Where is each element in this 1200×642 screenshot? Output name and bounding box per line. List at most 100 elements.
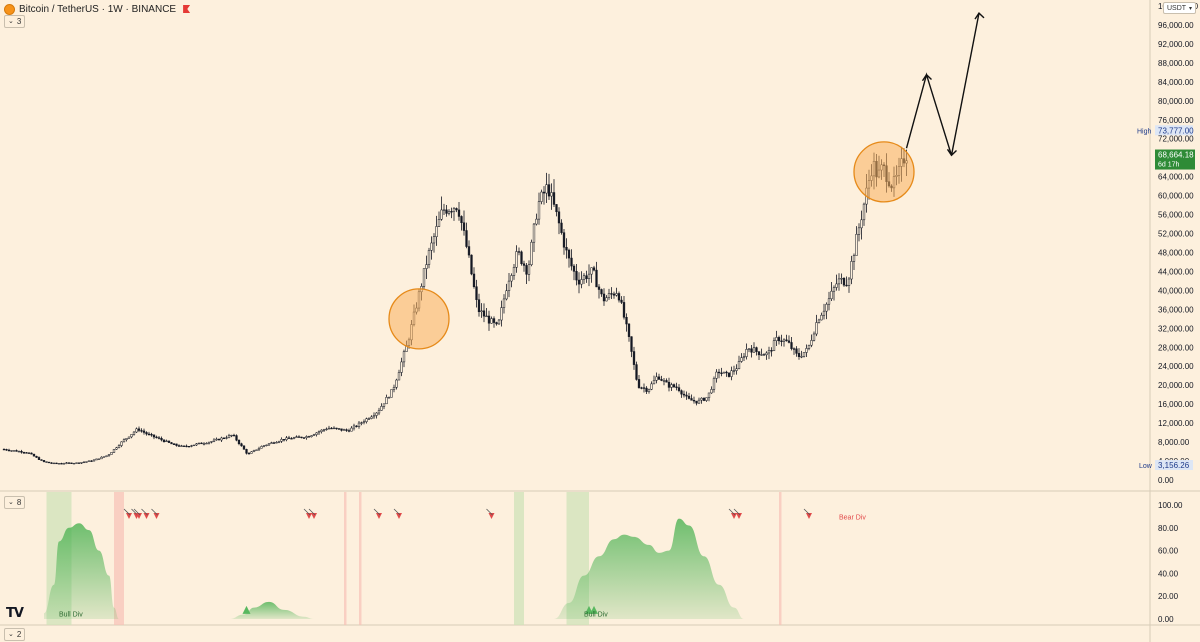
candle xyxy=(527,260,531,282)
candle xyxy=(160,436,163,442)
candle xyxy=(175,443,178,447)
candle xyxy=(382,403,386,410)
candle xyxy=(402,349,406,368)
candle-body xyxy=(557,211,561,224)
candle-body xyxy=(427,250,431,265)
candle-body xyxy=(115,447,118,450)
currency-select[interactable]: USDT ▾ xyxy=(1163,2,1196,14)
candle-body xyxy=(827,298,831,305)
candle xyxy=(135,427,138,434)
candle-body xyxy=(597,286,601,290)
candle-body xyxy=(677,387,681,391)
candle-body xyxy=(480,310,483,313)
flag-icon[interactable] xyxy=(183,5,191,13)
symbol-header[interactable]: Bitcoin / TetherUS · 1W · BINANCE xyxy=(4,2,191,16)
candle-body xyxy=(385,397,388,405)
candle-body xyxy=(735,368,738,371)
candle xyxy=(750,344,753,358)
candle xyxy=(860,210,863,240)
candle-body xyxy=(40,459,43,461)
candle xyxy=(717,368,721,379)
tradingview-logo[interactable]: TV xyxy=(6,606,24,621)
candle-body xyxy=(120,441,123,446)
candle-body xyxy=(52,462,56,465)
candle-body xyxy=(277,441,281,443)
candle-body xyxy=(630,336,633,352)
candle xyxy=(460,215,463,231)
candle xyxy=(182,445,186,447)
candle-body xyxy=(190,445,193,447)
candle-body xyxy=(432,236,436,244)
candle xyxy=(242,445,246,450)
bear-line xyxy=(393,508,401,516)
candle xyxy=(607,288,611,300)
candle-body xyxy=(135,428,138,433)
candle-body xyxy=(807,344,811,349)
candle-body xyxy=(487,315,491,324)
candle xyxy=(765,351,768,360)
candle xyxy=(812,331,816,342)
price-tick-label: 16,000.00 xyxy=(1158,400,1194,409)
candle-body xyxy=(62,463,66,465)
candle xyxy=(777,335,781,345)
candle xyxy=(815,314,818,337)
candle-body xyxy=(780,340,783,342)
candle xyxy=(627,323,631,342)
candle-body xyxy=(390,389,393,398)
candle-body xyxy=(175,443,178,446)
candle xyxy=(47,461,51,464)
candle-body xyxy=(10,450,13,452)
candle-body xyxy=(650,383,653,390)
candle-body xyxy=(712,378,716,390)
candle-body xyxy=(145,432,148,435)
candle-body xyxy=(392,387,396,390)
candle-body xyxy=(797,353,801,357)
candle xyxy=(532,222,536,253)
candle-body xyxy=(535,218,538,225)
candle xyxy=(650,381,653,391)
candle-body xyxy=(160,438,163,441)
bear-marker xyxy=(303,508,312,519)
candle-body xyxy=(197,442,201,445)
candle xyxy=(492,316,496,328)
bottom-pane-toggle[interactable]: ⌄ 2 xyxy=(4,628,26,641)
main-pane-toggle[interactable]: ⌄ 3 xyxy=(4,15,26,28)
candle-body xyxy=(200,442,203,445)
candle xyxy=(842,277,846,287)
candle-body xyxy=(370,416,373,419)
candle xyxy=(105,455,108,458)
candle xyxy=(267,443,271,446)
candle-body xyxy=(590,267,593,275)
candle-body xyxy=(182,445,186,447)
candle-body xyxy=(477,299,481,313)
candle xyxy=(790,337,793,351)
candle-body xyxy=(805,348,808,353)
candle-body xyxy=(795,348,798,354)
bear-line xyxy=(123,508,131,516)
candle-body xyxy=(555,204,558,213)
candle-body xyxy=(575,271,578,281)
candle-body xyxy=(605,297,608,302)
candle-body xyxy=(472,273,476,287)
price-tick-label: 44,000.00 xyxy=(1158,267,1194,276)
oscillator-area-1 xyxy=(229,601,314,619)
candle xyxy=(147,431,151,436)
high-value-box xyxy=(1155,125,1193,136)
candle xyxy=(92,459,96,462)
candle-body xyxy=(97,458,101,460)
bear-line xyxy=(141,508,148,516)
candle xyxy=(562,228,566,255)
candle-body xyxy=(645,387,648,392)
candle xyxy=(102,456,106,458)
candle xyxy=(287,435,291,439)
candle-body xyxy=(362,421,366,423)
candle xyxy=(677,384,681,393)
candle xyxy=(457,201,461,221)
candle-body xyxy=(75,462,78,464)
indicator-pane-toggle[interactable]: ⌄ 8 xyxy=(4,496,26,509)
candle-body xyxy=(652,380,656,385)
candle-body xyxy=(682,393,686,396)
price-tick-label: 28,000.00 xyxy=(1158,343,1194,352)
bear-marker xyxy=(486,508,495,519)
